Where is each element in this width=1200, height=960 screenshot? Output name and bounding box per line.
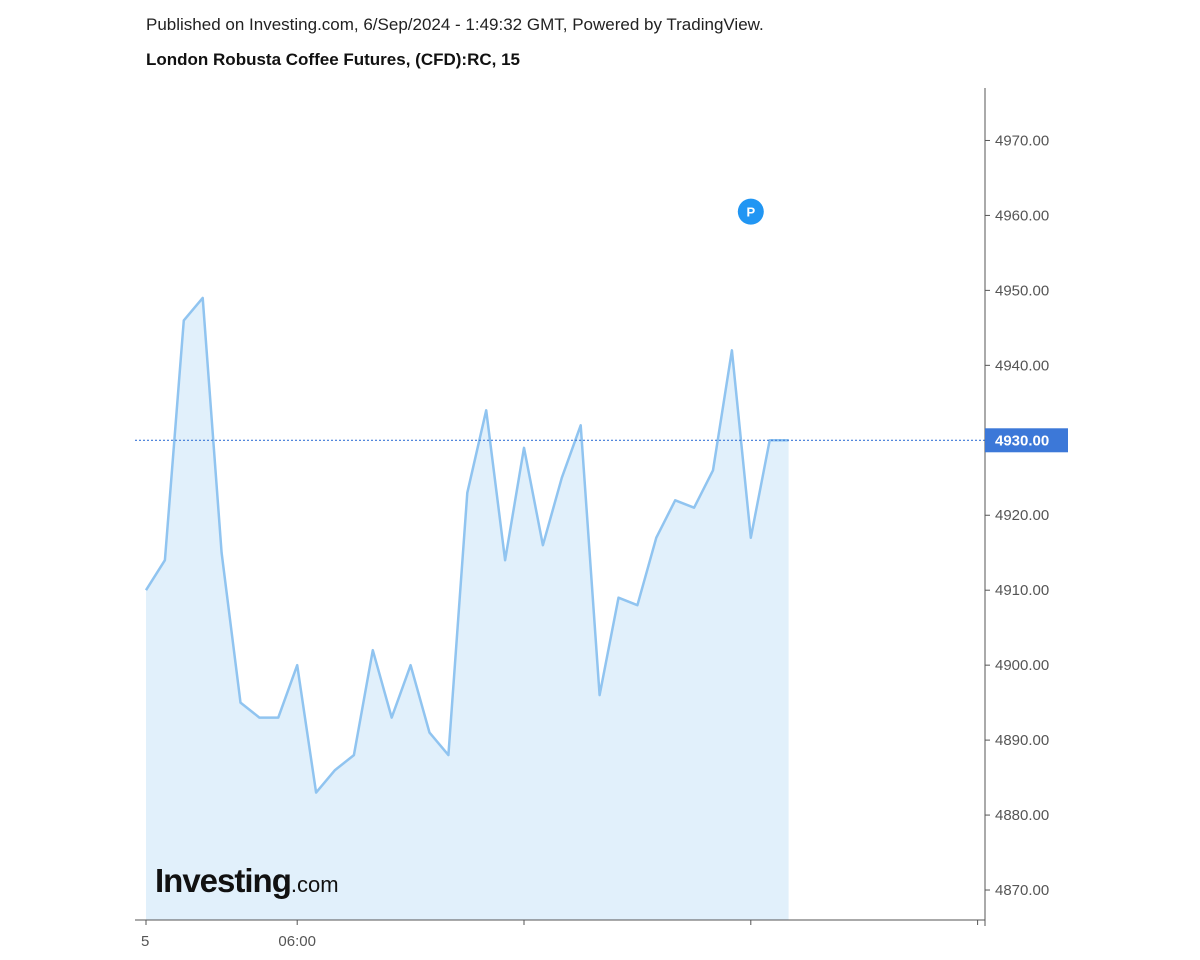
last-price-box bbox=[985, 428, 1068, 453]
logo-suffix: .com bbox=[290, 872, 339, 897]
published-note: Published on Investing.com, 6/Sep/2024 -… bbox=[146, 15, 764, 34]
y-tick-label: 4970.00 bbox=[995, 132, 1049, 149]
last-price-label: 4930.00 bbox=[995, 432, 1049, 449]
logo-wordmark: Investing bbox=[155, 862, 292, 899]
investing-logo: Investing.com bbox=[155, 862, 339, 900]
y-tick-label: 4870.00 bbox=[995, 882, 1049, 899]
x-tick-label: 5 bbox=[141, 933, 149, 950]
series-line bbox=[144, 296, 789, 794]
area-layer bbox=[146, 297, 789, 920]
y-tick-label: 4960.00 bbox=[995, 207, 1049, 224]
y-tick-label: 4890.00 bbox=[995, 732, 1049, 749]
y-tick-label: 4950.00 bbox=[995, 282, 1049, 299]
area-fill bbox=[146, 297, 789, 920]
line-layer bbox=[144, 296, 789, 794]
y-tick-label: 4900.00 bbox=[995, 657, 1049, 674]
event-marker-label: P bbox=[746, 205, 755, 220]
y-tick-label: 4910.00 bbox=[995, 582, 1049, 599]
marker-layer[interactable]: P bbox=[737, 198, 764, 225]
axis-layer: 4870.00 4880.00 4890.00 4900.00 4910.00 4920.… bbox=[135, 88, 1068, 950]
y-tick-label: 4940.00 bbox=[995, 357, 1049, 374]
y-tick-label: 4920.00 bbox=[995, 507, 1049, 524]
event-marker[interactable] bbox=[737, 198, 764, 225]
chart-title: London Robusta Coffee Futures, (CFD):RC,… bbox=[146, 50, 520, 69]
x-tick-label: 06:00 bbox=[278, 933, 316, 950]
y-tick-label: 4880.00 bbox=[995, 807, 1049, 824]
